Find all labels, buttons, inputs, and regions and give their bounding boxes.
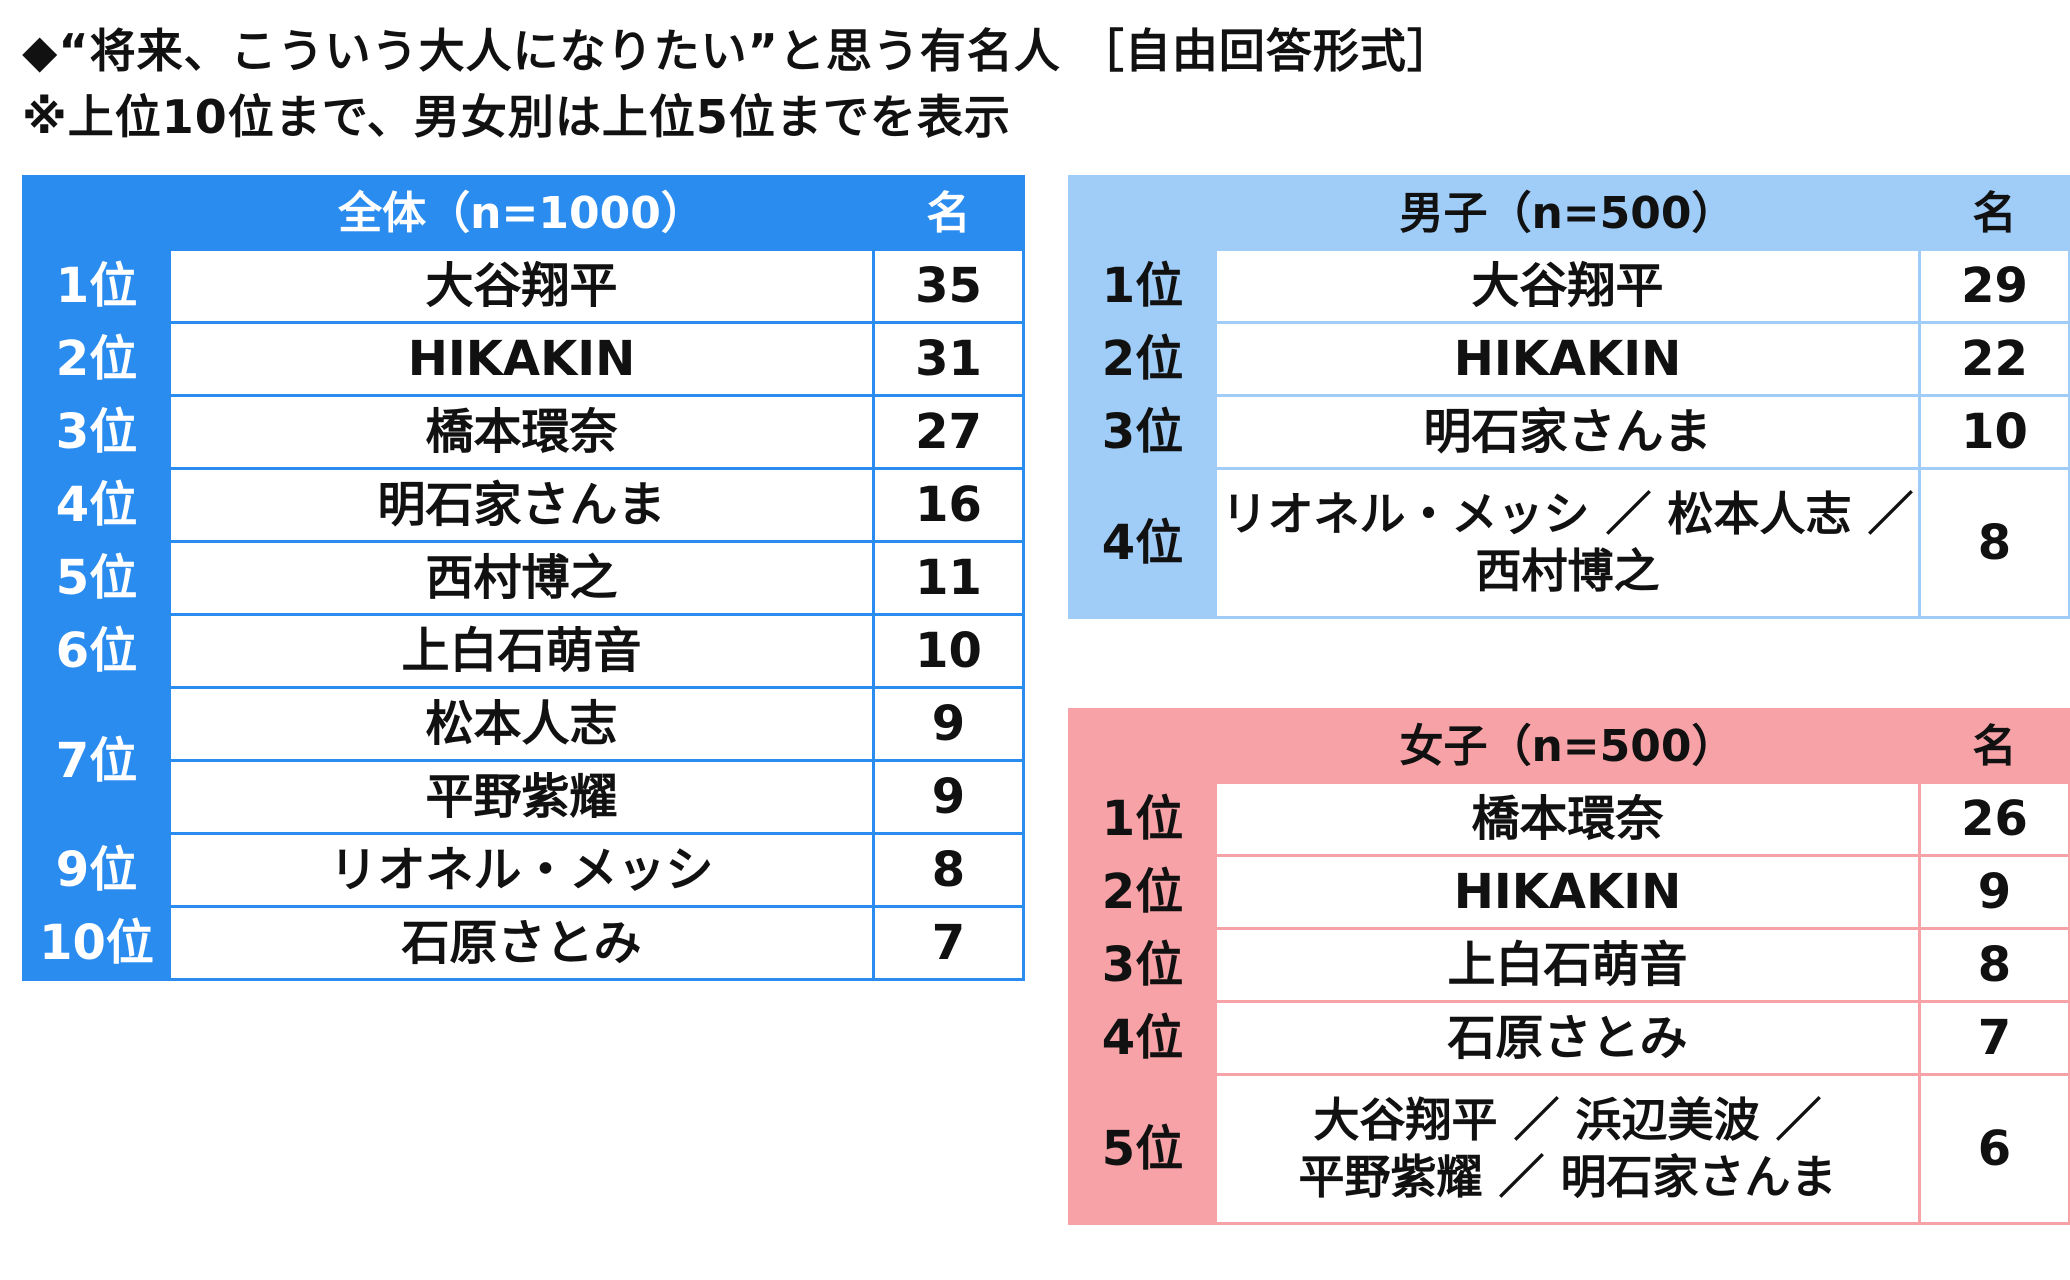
count-cell: 7 <box>872 905 1025 981</box>
name-cell: 明石家さんま <box>168 467 875 543</box>
table-row: 10位 石原さとみ 7 <box>22 905 1025 981</box>
rank-cell: 4位 <box>1068 467 1217 619</box>
table-row: 2位 HIKAKIN 31 <box>22 321 1025 397</box>
header-group-label: 男子（n=500） <box>1214 175 1921 251</box>
count-cell: 31 <box>872 321 1025 397</box>
name-cell: リオネル・メッシ ／ 松本人志 ／ 西村博之 <box>1214 467 1921 619</box>
table-row: 4位 石原さとみ 7 <box>1068 1000 2070 1076</box>
count-cell: 9 <box>872 759 1025 835</box>
table-header-row: 全体（n=1000） 名 <box>22 175 1025 251</box>
name-cell: 松本人志 <box>168 686 875 762</box>
name-cell: HIKAKIN <box>1214 321 1921 397</box>
rank-cell: 1位 <box>22 248 171 324</box>
rank-cell: 5位 <box>1068 1073 1217 1225</box>
name-cell: 橋本環奈 <box>168 394 875 470</box>
rank-cell: 2位 <box>22 321 171 397</box>
count-cell: 29 <box>1918 248 2070 324</box>
name-cell: 上白石萌音 <box>168 613 875 689</box>
count-cell: 10 <box>872 613 1025 689</box>
header-group-label: 女子（n=500） <box>1214 708 1921 784</box>
header-blank-cell <box>1068 708 1217 784</box>
count-cell: 9 <box>872 686 1025 762</box>
male-ranking-table: 男子（n=500） 名 1位 大谷翔平 29 2位 HIKAKIN 22 3位 … <box>1068 175 2070 619</box>
table-row: 9位 リオネル・メッシ 8 <box>22 832 1025 908</box>
header-group-label: 全体（n=1000） <box>168 175 875 251</box>
table-row: 6位 上白石萌音 10 <box>22 613 1025 689</box>
name-cell: 橋本環奈 <box>1214 781 1921 857</box>
count-cell: 8 <box>872 832 1025 908</box>
name-cell: HIKAKIN <box>1214 854 1921 930</box>
name-cell: 石原さとみ <box>168 905 875 981</box>
overall-ranking-table: 全体（n=1000） 名 1位 大谷翔平 35 2位 HIKAKIN 31 3位… <box>22 175 1025 981</box>
table-row: 7位 松本人志 9 <box>22 686 1025 835</box>
rank-cell: 1位 <box>1068 248 1217 324</box>
table-header-row: 女子（n=500） 名 <box>1068 708 2070 784</box>
table-row: 3位 明石家さんま 10 <box>1068 394 2070 470</box>
rank-cell: 6位 <box>22 613 171 689</box>
rank-cell: 4位 <box>22 467 171 543</box>
name-cell: 大谷翔平 <box>168 248 875 324</box>
count-cell: 6 <box>1918 1073 2070 1225</box>
name-cell: 明石家さんま <box>1214 394 1921 470</box>
table-row: 平野紫耀 9 <box>24 759 1025 835</box>
count-cell: 8 <box>1918 467 2070 619</box>
rank-cell: 9位 <box>22 832 171 908</box>
header-unit-label: 名 <box>1918 708 2070 784</box>
count-cell: 26 <box>1918 781 2070 857</box>
rank-cell: 4位 <box>1068 1000 1217 1076</box>
table-row: 1位 大谷翔平 29 <box>1068 248 2070 324</box>
count-cell: 27 <box>872 394 1025 470</box>
name-cell: 平野紫耀 <box>168 759 875 835</box>
count-cell: 10 <box>1918 394 2070 470</box>
female-ranking-table: 女子（n=500） 名 1位 橋本環奈 26 2位 HIKAKIN 9 3位 上… <box>1068 708 2070 1225</box>
name-cell: 石原さとみ <box>1214 1000 1921 1076</box>
count-cell: 22 <box>1918 321 2070 397</box>
rank-cell: 7位 <box>22 686 171 835</box>
table-header-row: 男子（n=500） 名 <box>1068 175 2070 251</box>
header-unit-label: 名 <box>872 175 1025 251</box>
table-row: 4位 明石家さんま 16 <box>22 467 1025 543</box>
table-row: 1位 橋本環奈 26 <box>1068 781 2070 857</box>
name-cell: 大谷翔平 <box>1214 248 1921 324</box>
count-cell: 7 <box>1918 1000 2070 1076</box>
rank-cell: 3位 <box>22 394 171 470</box>
table-row: 5位 西村博之 11 <box>22 540 1025 616</box>
table-row: 1位 大谷翔平 35 <box>22 248 1025 324</box>
rank-cell: 3位 <box>1068 394 1217 470</box>
count-cell: 16 <box>872 467 1025 543</box>
count-cell: 8 <box>1918 927 2070 1003</box>
count-cell: 9 <box>1918 854 2070 930</box>
name-cell: リオネル・メッシ <box>168 832 875 908</box>
header-unit-label: 名 <box>1918 175 2070 251</box>
rank-cell: 1位 <box>1068 781 1217 857</box>
header-blank-cell <box>1068 175 1217 251</box>
name-cell: HIKAKIN <box>168 321 875 397</box>
name-cell: 大谷翔平 ／ 浜辺美波 ／ 平野紫耀 ／ 明石家さんま <box>1214 1073 1921 1225</box>
table-row: 2位 HIKAKIN 22 <box>1068 321 2070 397</box>
page-title: ◆“将来、こういう大人になりたい”と思う有名人 ［自由回答形式］ <box>22 24 1454 78</box>
name-line: 大谷翔平 ／ 浜辺美波 ／ <box>1313 1092 1822 1147</box>
name-line: リオネル・メッシ ／ 松本人志 ／ <box>1221 486 1914 541</box>
table-row: 3位 橋本環奈 27 <box>22 394 1025 470</box>
rank-cell: 5位 <box>22 540 171 616</box>
name-cell: 上白石萌音 <box>1214 927 1921 1003</box>
table-row: 3位 上白石萌音 8 <box>1068 927 2070 1003</box>
count-cell: 35 <box>872 248 1025 324</box>
rank-cell: 3位 <box>1068 927 1217 1003</box>
name-cell: 西村博之 <box>168 540 875 616</box>
name-line: 西村博之 <box>1475 544 1660 598</box>
name-line: 平野紫耀 ／ 明石家さんま <box>1298 1150 1837 1204</box>
rank-cell: 2位 <box>1068 321 1217 397</box>
rank-cell: 10位 <box>22 905 171 981</box>
rank-cell: 2位 <box>1068 854 1217 930</box>
table-row: 5位 大谷翔平 ／ 浜辺美波 ／ 平野紫耀 ／ 明石家さんま 6 <box>1068 1073 2070 1225</box>
table-row: 2位 HIKAKIN 9 <box>1068 854 2070 930</box>
table-row: 4位 リオネル・メッシ ／ 松本人志 ／ 西村博之 8 <box>1068 467 2070 619</box>
header-blank-cell <box>22 175 171 251</box>
count-cell: 11 <box>872 540 1025 616</box>
page-subtitle: ※上位10位まで、男女別は上位5位までを表示 <box>22 90 1011 144</box>
